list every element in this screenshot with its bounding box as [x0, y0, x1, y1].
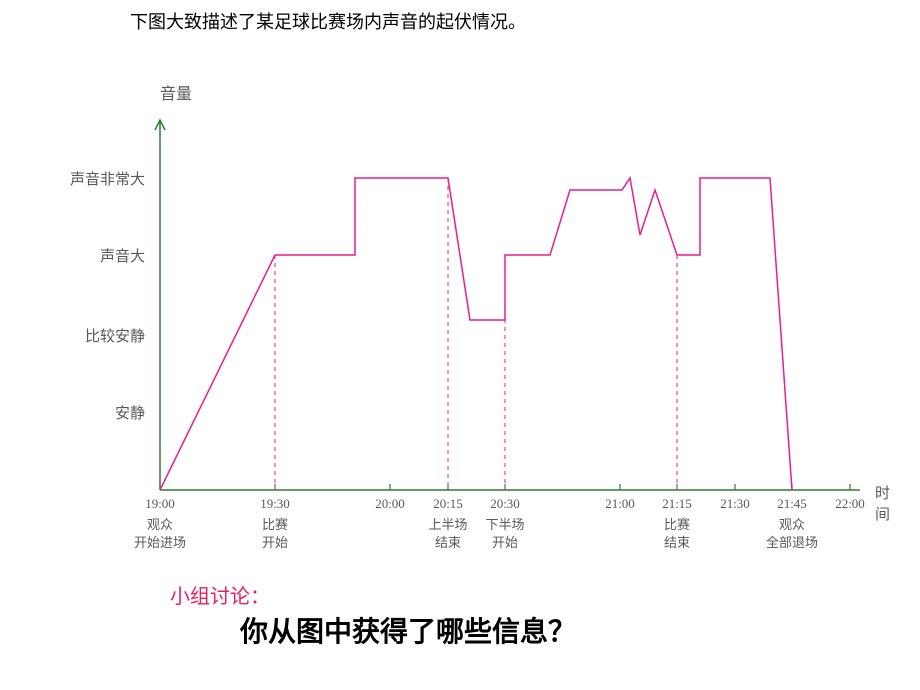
x-tick-sub: 结束 — [642, 532, 712, 551]
x-tick-time: 19:00 — [135, 496, 185, 512]
x-tick-sub: 比赛 — [642, 514, 712, 533]
y-label: 比较安静 — [55, 325, 145, 346]
x-tick-sub: 开始 — [470, 532, 540, 551]
y-label: 声音非常大 — [55, 168, 145, 189]
sound-chart: 音量 时间 安静比较安静声音大声音非常大 19:00观众开始进场19:30比赛开… — [60, 60, 860, 540]
x-tick-sub: 开始进场 — [125, 532, 195, 551]
x-tick-sub: 比赛 — [240, 514, 310, 533]
x-tick-sub: 观众 — [125, 514, 195, 533]
y-axis-title: 音量 — [160, 80, 192, 104]
x-tick-time: 21:15 — [652, 496, 702, 512]
x-tick-time: 21:45 — [767, 496, 817, 512]
x-tick-time: 20:15 — [423, 496, 473, 512]
page-title: 下图大致描述了某足球比赛场内声音的起伏情况。 — [130, 8, 526, 34]
x-tick-sub: 下半场 — [470, 514, 540, 533]
x-tick-time: 21:30 — [710, 496, 760, 512]
x-tick-sub: 观众 — [757, 514, 827, 533]
x-tick-time: 21:00 — [595, 496, 645, 512]
x-tick-sub: 开始 — [240, 532, 310, 551]
y-label: 声音大 — [55, 245, 145, 266]
y-label: 安静 — [55, 402, 145, 423]
question-text: 你从图中获得了哪些信息？ — [240, 610, 576, 650]
x-tick-sub: 全部退场 — [757, 532, 827, 551]
x-tick-time: 20:00 — [365, 496, 415, 512]
x-axis-title: 时间 — [875, 482, 890, 524]
chart-svg — [60, 60, 860, 540]
x-tick-time: 22:00 — [825, 496, 875, 512]
x-tick-time: 19:30 — [250, 496, 300, 512]
discuss-label: 小组讨论： — [170, 580, 270, 609]
x-tick-time: 20:30 — [480, 496, 530, 512]
